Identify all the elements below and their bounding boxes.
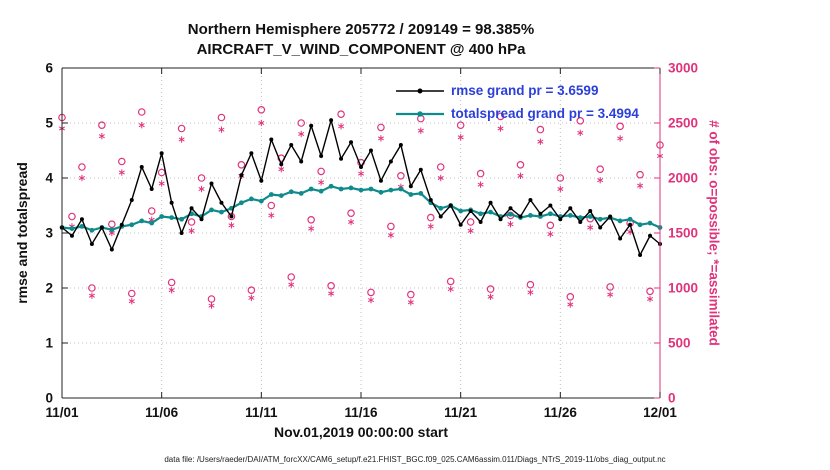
left-tick-label: 0 xyxy=(45,391,53,406)
chart-title-line1: Northern Hemisphere 205772 / 209149 = 98… xyxy=(187,21,535,38)
right-tick-label: 500 xyxy=(668,336,691,351)
x-tick-label: 12/01 xyxy=(643,405,677,420)
x-axis-label: Nov.01,2019 00:00:00 start xyxy=(273,424,449,440)
x-tick-label: 11/21 xyxy=(444,405,478,420)
right-tick-label: 1500 xyxy=(668,226,698,241)
legend: rmse grand pr = 3.6599 totalspread grand… xyxy=(396,79,639,125)
chart-titles: Northern Hemisphere 205772 / 209149 = 98… xyxy=(62,20,660,60)
left-tick-label: 6 xyxy=(45,61,53,76)
right-tick-label: 2500 xyxy=(668,116,698,131)
x-tick-label: 11/26 xyxy=(544,405,578,420)
legend-label-totalspread: totalspread grand pr = 3.4994 xyxy=(451,106,639,121)
left-tick-label: 4 xyxy=(45,171,53,186)
right-tick-label: 2000 xyxy=(668,171,698,186)
right-tick-label: 1000 xyxy=(668,281,698,296)
left-tick-label: 2 xyxy=(45,281,53,296)
x-tick-label: 11/16 xyxy=(344,405,378,420)
x-tick-label: 11/01 xyxy=(45,405,79,420)
right-axis-label: # of obs: o=possible; *=assimilated xyxy=(706,120,722,346)
left-tick-label: 5 xyxy=(45,116,53,131)
legend-label-rmse: rmse grand pr = 3.6599 xyxy=(451,83,599,98)
legend-item-totalspread: totalspread grand pr = 3.4994 xyxy=(396,102,639,125)
legend-sample-rmse-icon xyxy=(396,88,444,93)
left-tick-label: 1 xyxy=(45,336,53,351)
datafile-caption: data file: /Users/raeder/DAI/ATM_forcXX/… xyxy=(164,455,666,464)
legend-item-rmse: rmse grand pr = 3.6599 xyxy=(396,79,639,102)
x-tick-label: 11/06 xyxy=(145,405,179,420)
chart-title-line2: AIRCRAFT_V_WIND_COMPONENT @ 400 hPa xyxy=(196,41,526,58)
left-axis-label: rmse and totalspread xyxy=(14,162,30,304)
right-tick-label: 0 xyxy=(668,391,676,406)
left-tick-label: 3 xyxy=(45,226,53,241)
legend-sample-totalspread-icon xyxy=(396,110,444,117)
rmse-series xyxy=(60,117,662,257)
axes-box xyxy=(61,67,661,399)
tick-labels: 11/01 11/06 11/11 11/16 11/21 11/26 12/0101234… xyxy=(45,61,698,421)
right-tick-label: 3000 xyxy=(668,61,698,76)
x-tick-label: 11/11 xyxy=(245,405,278,420)
